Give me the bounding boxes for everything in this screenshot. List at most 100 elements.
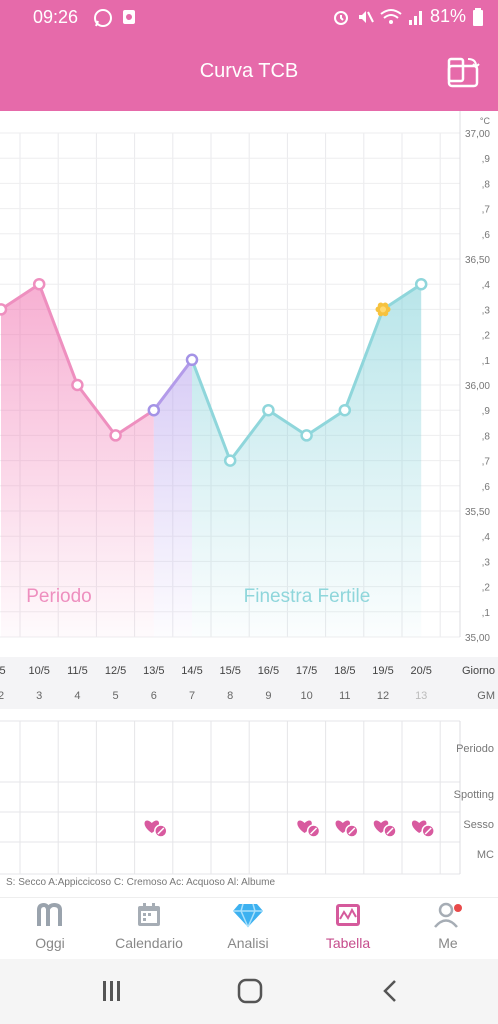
y-tick-label: ,8 [482, 431, 491, 442]
y-tick-label: ,1 [482, 356, 491, 367]
y-tick-label: ,7 [482, 205, 491, 216]
ovulation-marker [375, 302, 391, 317]
cycle-day-label: 5 [113, 690, 119, 702]
status-time: 09:26 [33, 7, 79, 27]
bbt-chart-svg: Periodo Finestra Fertile °C 37,00 ,9 ,8 ,7 ,6 36… [0, 111, 491, 644]
date-tick-label: /5 [0, 665, 6, 677]
mute-icon [358, 10, 374, 23]
temp-point [109, 429, 122, 442]
temp-point [223, 454, 237, 467]
today-icon [37, 902, 62, 926]
y-tick-label: 35,50 [465, 507, 490, 518]
temp-point [338, 403, 352, 417]
y-tick-label: ,4 [482, 532, 491, 543]
status-bar: 09:26 81% [0, 0, 498, 34]
observation-grid[interactable]: Periodo Spotting Sesso MC [0, 709, 498, 899]
transition-area [153, 359, 192, 637]
notification-icon [123, 10, 135, 24]
no-protection-slash [386, 827, 394, 835]
date-tick-label: 10/5 [28, 665, 49, 677]
fertile-area [192, 284, 422, 637]
date-tick-label: 20/5 [410, 665, 431, 677]
row-label: Sesso [463, 819, 494, 831]
battery-icon [473, 7, 483, 26]
app-bar: Curva TCB [0, 34, 498, 111]
recent-apps-icon[interactable] [100, 979, 124, 1003]
cycle-day-label: 9 [265, 690, 271, 702]
cycle-axis-label: GM [477, 690, 495, 702]
nav-analisi[interactable]: Analisi [198, 902, 298, 951]
y-tick-label: ,8 [482, 179, 491, 190]
x-axis: /5 2 10/5 3 11/5 4 12/5 5 13/5 6 14/5 7 15/5 8 16/5 9 17… [0, 657, 498, 709]
nav-me[interactable]: Me [398, 902, 498, 951]
y-tick-label: ,6 [482, 230, 491, 241]
back-icon[interactable] [380, 979, 400, 1003]
temp-point [32, 277, 46, 291]
no-protection-slash [310, 827, 318, 835]
date-axis-label: Giorno [462, 665, 495, 677]
temp-point [185, 353, 199, 367]
signal-icon [408, 10, 422, 25]
sex-heart-icon [373, 820, 397, 838]
y-tick-label: ,3 [482, 305, 491, 316]
y-tick-label: 36,50 [465, 255, 490, 266]
y-tick-label: ,2 [482, 331, 491, 342]
date-tick-label: 14/5 [181, 665, 202, 677]
nav-oggi[interactable]: Oggi [0, 902, 100, 951]
cycle-day-label: 2 [0, 690, 4, 702]
temp-point [262, 403, 275, 417]
alarm-icon [333, 10, 348, 25]
temp-point [147, 403, 161, 417]
row-label: MC [477, 849, 494, 861]
region-label-fertile: Finestra Fertile [244, 586, 371, 607]
date-tick-label: 15/5 [219, 665, 240, 677]
cycle-day-label: 8 [227, 690, 233, 702]
no-protection-slash [348, 827, 356, 835]
y-tick-label: 37,00 [465, 129, 490, 140]
rotate-screen-icon[interactable] [446, 56, 480, 88]
y-tick-label: ,4 [482, 280, 491, 291]
chart-icon [336, 904, 360, 926]
temp-point [414, 277, 428, 291]
diamond-icon [233, 903, 263, 928]
cycle-day-label: 7 [189, 690, 195, 702]
cycle-day-label: 13 [415, 690, 427, 702]
home-icon[interactable] [237, 978, 263, 1004]
cycle-day-label: 4 [74, 690, 80, 702]
cycle-day-label: 6 [151, 690, 157, 702]
region-label-periodo: Periodo [26, 586, 92, 607]
date-tick-label: 17/5 [296, 665, 317, 677]
date-tick-label: 11/5 [67, 665, 88, 677]
mucus-legend: S: Secco A:Appiccicoso C: Cremoso Ac: Ac… [6, 877, 276, 888]
battery-percent: 81% [429, 6, 466, 26]
wifi-icon [380, 8, 402, 24]
row-label: Spotting [454, 789, 494, 801]
cycle-day-label: 3 [36, 690, 42, 702]
y-tick-label: ,9 [482, 154, 491, 165]
date-tick-label: 12/5 [105, 665, 126, 677]
ovulation-center [380, 306, 386, 313]
date-tick-label: 13/5 [143, 665, 164, 677]
y-tick-label: ,1 [482, 608, 491, 619]
system-nav-bar [0, 959, 498, 1024]
y-unit-label: °C [480, 116, 491, 126]
y-tick-label: 35,00 [465, 633, 490, 644]
bbt-chart[interactable]: Periodo Finestra Fertile °C 37,00 ,9 ,8 ,7 ,6 36… [0, 111, 498, 656]
cycle-day-label: 11 [339, 690, 350, 702]
page-title: Curva TCB [199, 60, 299, 82]
bottom-nav: Oggi Calendario Analisi Tabella Me [0, 897, 498, 960]
date-tick-label: 19/5 [372, 665, 393, 677]
y-tick-label: ,3 [482, 557, 491, 568]
date-tick-label: 16/5 [258, 665, 279, 677]
cycle-day-label: 12 [377, 690, 389, 702]
temp-point [300, 429, 313, 442]
nav-tabella[interactable]: Tabella [298, 902, 398, 951]
period-area [1, 284, 154, 637]
whatsapp-icon [94, 9, 112, 27]
temp-point [71, 378, 84, 392]
y-tick-label: ,2 [482, 583, 491, 594]
no-protection-slash [157, 827, 165, 835]
nav-calendario[interactable]: Calendario [99, 902, 199, 951]
sex-heart-icon [297, 820, 321, 838]
transition-line [152, 358, 194, 412]
